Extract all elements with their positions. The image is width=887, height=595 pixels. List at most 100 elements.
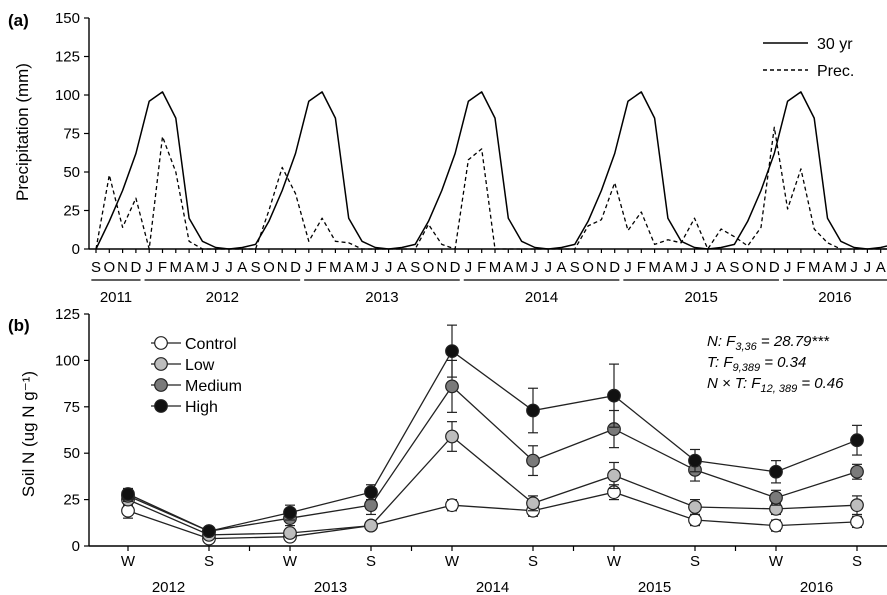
legend-medium-marker (154, 378, 168, 392)
panel-b-season-label: W (121, 553, 136, 570)
panel-a-month-label: O (263, 259, 275, 276)
series-prec-line (95, 126, 887, 250)
panel-a-year-label: 2013 (365, 289, 398, 306)
panel-a-y-ticks: 0 25 50 75 100 125 150 (55, 10, 89, 258)
panel-a-label: (a) (8, 11, 29, 30)
panel-a-month-label: N (436, 259, 447, 276)
panel-a-month-label: S (251, 259, 261, 276)
panel-a-year-label: 2015 (684, 289, 717, 306)
legend-30yr-label: 30 yr (817, 36, 853, 53)
panel-b-soil-n: (b) Soil N (ug N g⁻¹) 0 25 50 75 100 125 W S W S… (8, 306, 887, 595)
panel-a-month-label: M (675, 259, 688, 276)
panel-b-statistics: N: F3,36 = 28.79***T: F9,389 = 0.34N × T… (707, 333, 844, 395)
legend-high-label: High (185, 399, 218, 416)
panel-b-y-tick-label: 25 (63, 492, 80, 509)
panel-b-season-label: W (769, 553, 784, 570)
panel-a-month-label: O (103, 259, 115, 276)
panel-a-month-label: M (329, 259, 342, 276)
panel-a-y-tick-label: 0 (72, 241, 80, 258)
stat-line: N: F3,36 = 28.79*** (707, 333, 830, 353)
legend-control-marker (154, 336, 168, 350)
panel-a-month-label: O (742, 259, 754, 276)
panel-a-month-label: J (544, 259, 552, 276)
series-low-point (850, 498, 864, 513)
panel-a-y-tick-label: 50 (63, 164, 80, 181)
panel-a-month-label: S (570, 259, 580, 276)
panel-a-month-label: M (489, 259, 502, 276)
series-control-point (850, 514, 864, 529)
series-high-point (283, 505, 297, 520)
series-high-line (127, 350, 858, 532)
panel-b-y-tick-label: 125 (55, 306, 80, 323)
panel-a-y-tick-label: 125 (55, 49, 80, 66)
series-high-point (202, 524, 216, 539)
panel-a-month-label: J (145, 259, 153, 276)
panel-a-month-label: M (356, 259, 369, 276)
panel-a-month-label: F (796, 259, 805, 276)
series-high-point (121, 487, 135, 501)
series-low-point (283, 526, 297, 540)
panel-a-month-label: D (609, 259, 620, 276)
series-control (121, 484, 864, 546)
panel-a-month-label: J (465, 259, 473, 276)
panel-a-month-label: M (808, 259, 821, 276)
panel-a-month-label: F (158, 259, 167, 276)
panel-a-month-label: S (729, 259, 739, 276)
series-high-point (526, 403, 540, 418)
panel-a-year-label: 2011 (100, 289, 132, 306)
panel-b-year-label: 2016 (800, 579, 833, 595)
panel-a-month-label: A (503, 259, 513, 276)
panel-a-month-label: J (850, 259, 858, 276)
stat-line: T: F9,389 = 0.34 (707, 354, 806, 374)
panel-a-month-label: A (716, 259, 726, 276)
panel-a-month-label: M (835, 259, 848, 276)
panel-a-month-label: F (477, 259, 486, 276)
series-low-point (607, 468, 621, 483)
panel-a-year-label: 2016 (818, 289, 851, 306)
series-low-point (445, 429, 459, 444)
series-low-point (364, 518, 378, 533)
panel-a-month-label: J (225, 259, 233, 276)
series-high-point (364, 485, 378, 500)
panel-b-season-label: S (528, 553, 538, 570)
series-high-point (850, 433, 864, 448)
panel-b-season-label: S (204, 553, 214, 570)
series-low-line (127, 435, 858, 536)
panel-a-y-tick-label: 100 (55, 87, 80, 104)
series-low-point (688, 500, 702, 514)
legend-prec-label: Prec. (817, 63, 854, 80)
series-low-point (526, 496, 540, 511)
panel-a-month-label: J (624, 259, 632, 276)
panel-b-y-tick-label: 50 (63, 445, 80, 462)
panel-a-y-tick-label: 150 (55, 10, 80, 27)
panel-a-month-label: J (372, 259, 380, 276)
panel-b-y-ticks: 0 25 50 75 100 125 (55, 306, 89, 555)
panel-a-month-label: S (91, 259, 101, 276)
legend-control-label: Control (185, 336, 237, 353)
panel-a-month-label: N (756, 259, 767, 276)
panel-b-y-axis-title: Soil N (ug N g⁻¹) (19, 371, 38, 497)
panel-a-y-tick-label: 25 (63, 203, 80, 220)
panel-b-year-label: 2015 (638, 579, 671, 595)
panel-b-series (121, 324, 864, 546)
legend-low-label: Low (185, 357, 215, 374)
panel-a-precipitation: (a) Precipitation (mm) 0255075100125150 … (8, 10, 887, 306)
panel-a-series (95, 91, 887, 250)
series-control-point (688, 513, 702, 527)
series-control-line (127, 491, 858, 540)
panel-a-month-label: A (876, 259, 886, 276)
panel-a-y-axis-title: Precipitation (mm) (13, 63, 32, 201)
series-control-point (445, 498, 459, 513)
panel-b-y-tick-label: 75 (63, 399, 80, 416)
stat-line: N × T: F12, 389 = 0.46 (707, 375, 844, 395)
panel-a-month-label: M (648, 259, 661, 276)
panel-b-x-ticks: W S W S W S W S W S 2012 2013 2014 2015 2016 (121, 546, 862, 595)
panel-a-y-tick-label: 75 (63, 126, 80, 143)
panel-a-month-label: N (277, 259, 288, 276)
panel-b-label: (b) (8, 316, 30, 335)
panel-a-year-label: 2012 (206, 289, 239, 306)
panel-a-month-label: F (637, 259, 646, 276)
panel-a-month-label: A (397, 259, 407, 276)
